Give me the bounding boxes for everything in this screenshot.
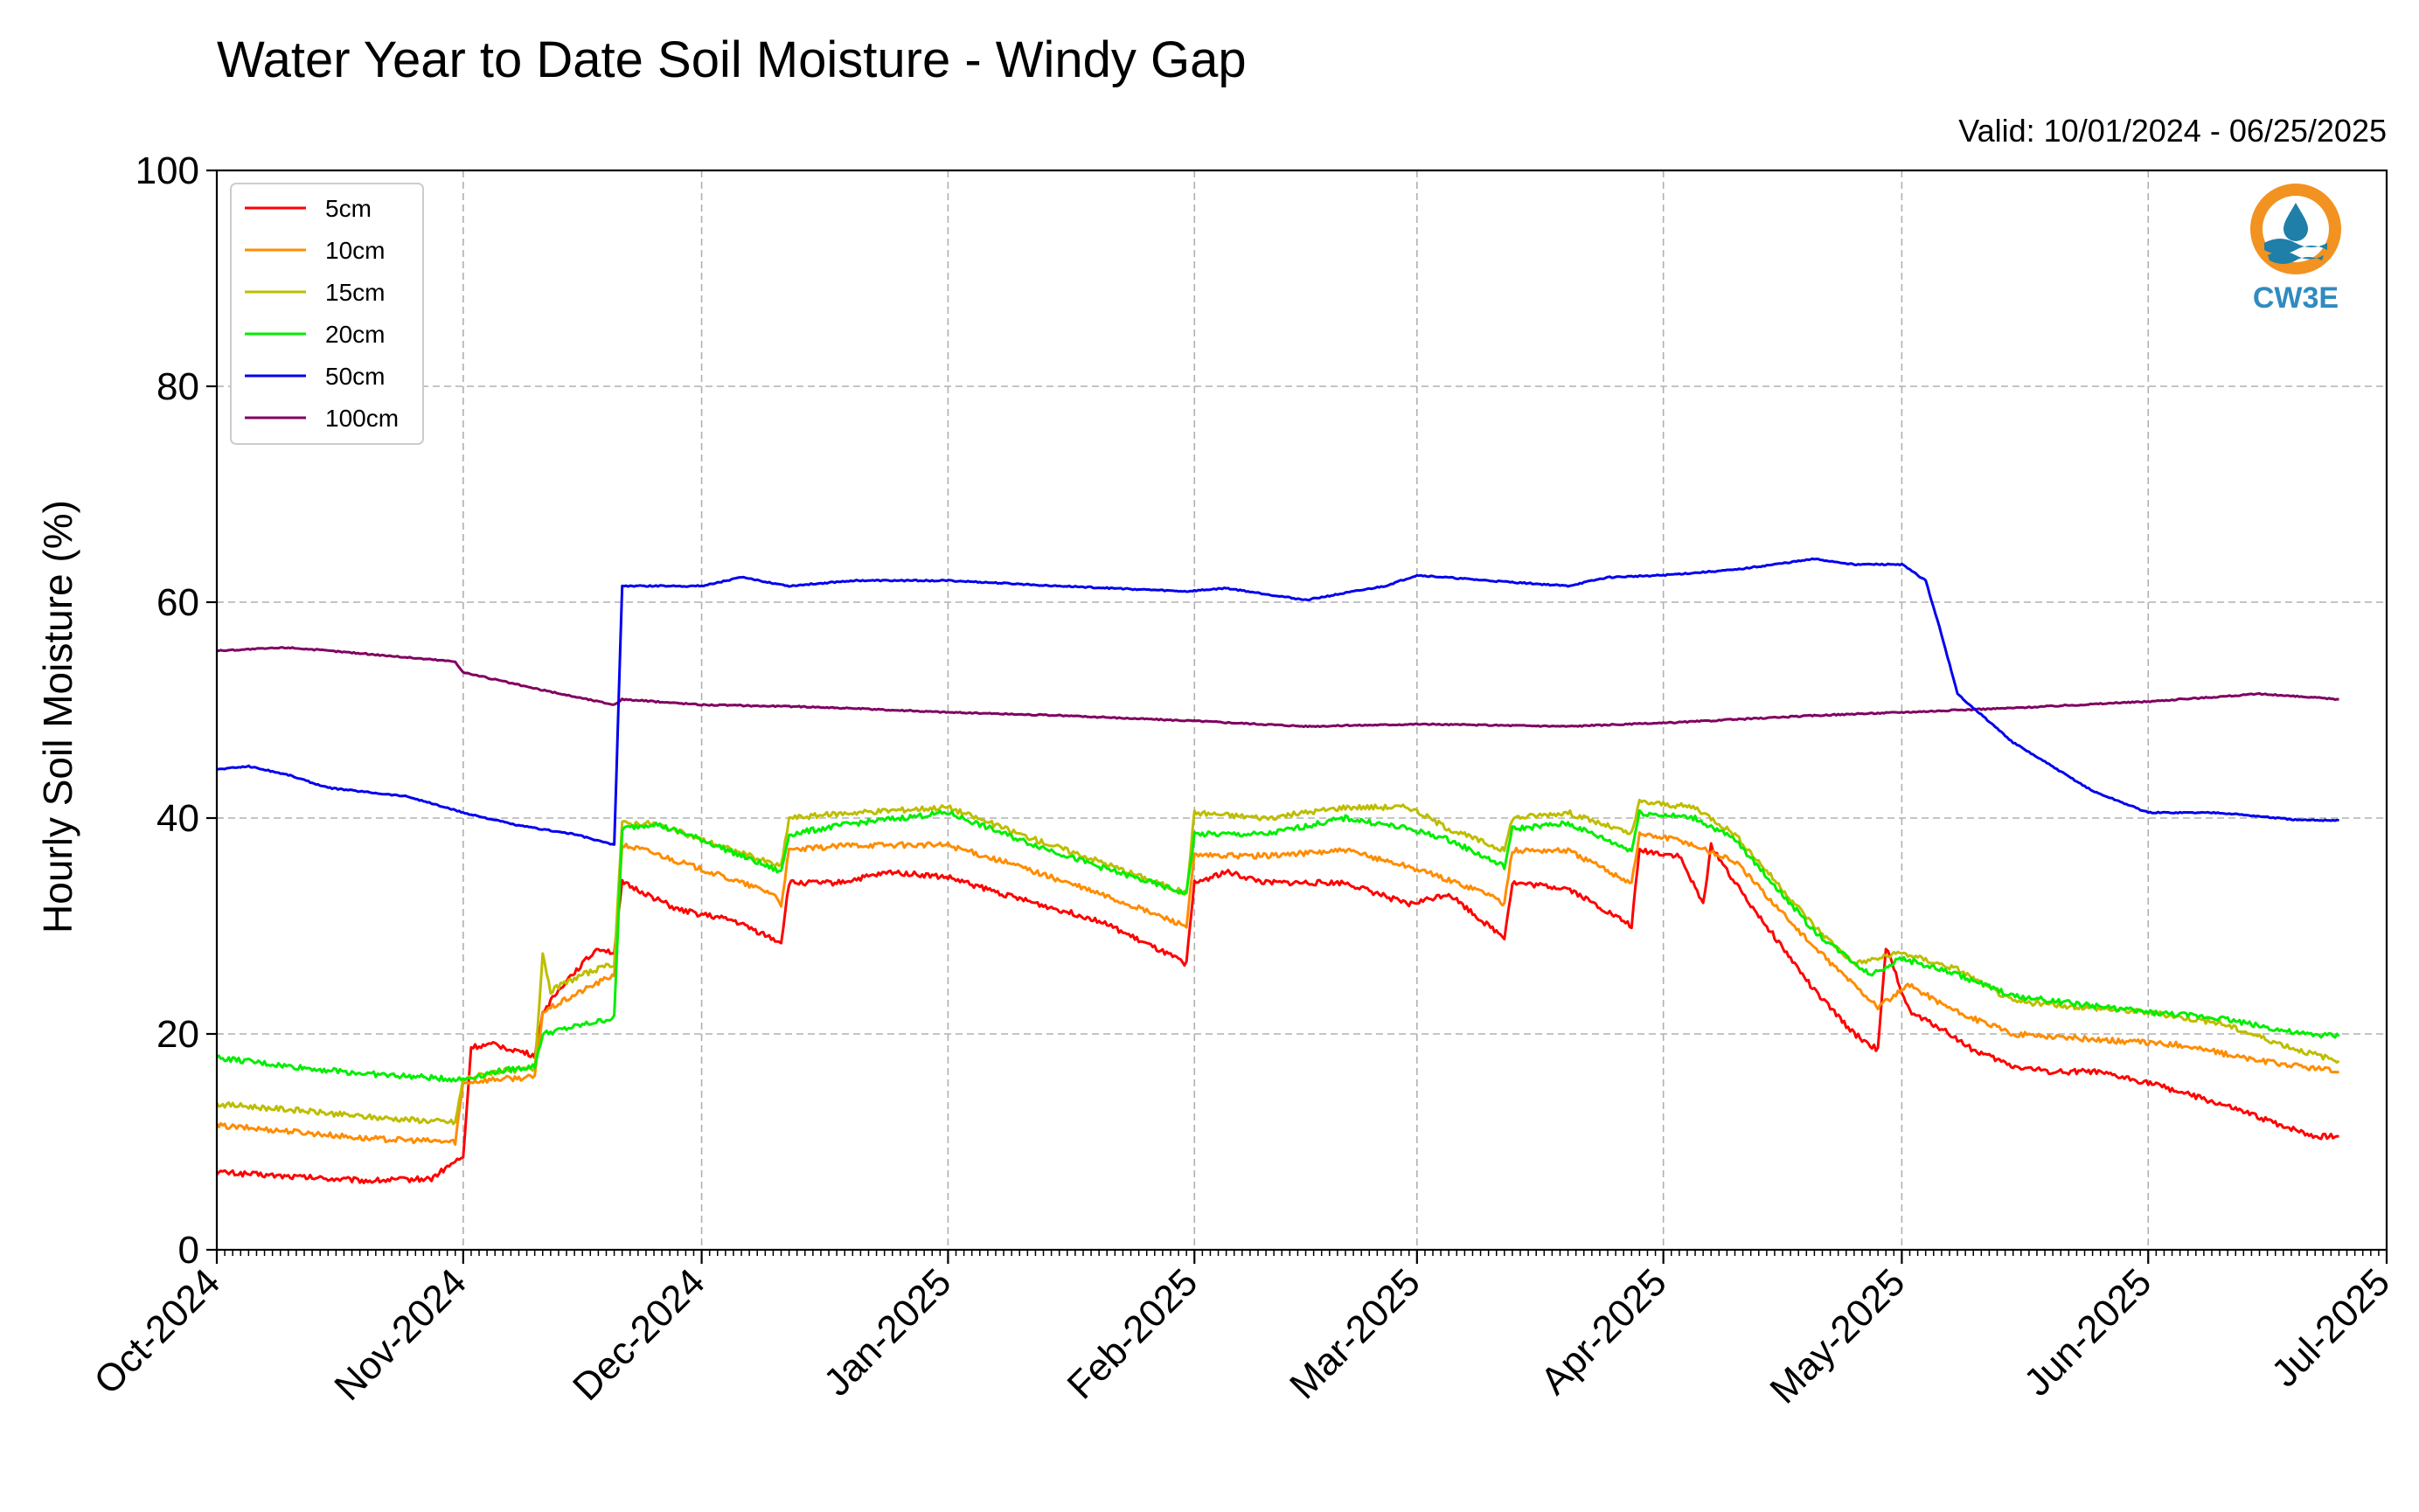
series-line-20cm [216,808,2340,1083]
series-line-10cm [215,831,2339,1147]
x-tick-label: Apr-2025 [1533,1260,1675,1403]
x-tick-label: Oct-2024 [86,1260,228,1403]
series-line-50cm [216,557,2339,846]
legend-entry-100cm: 100cm [325,405,399,432]
x-tick-label: Jun-2025 [2016,1260,2159,1404]
grid-layer [217,170,2387,1250]
x-tick-label: Feb-2025 [1059,1260,1206,1407]
x-tick-label: Jan-2025 [816,1260,959,1404]
logo-wave-2 [2268,251,2324,264]
legend-entry-5cm: 5cm [325,195,372,222]
cw3e-logo: CW3E [2250,184,2341,315]
series-layer [215,557,2340,1184]
series-line-100cm [216,646,2339,729]
y-tick-label: 80 [156,365,199,408]
legend-entry-10cm: 10cm [325,237,385,264]
y-tick-label: 40 [156,797,199,840]
legend: 5cm 10cm 15cm 20cm 50cm 100cm [230,183,424,445]
logo-text: CW3E [2253,281,2339,315]
x-tick-label: May-2025 [1762,1260,1913,1411]
chart-subtitle: Valid: 10/01/2024 - 06/25/2025 [1958,113,2387,149]
logo-wave-1 [2264,239,2327,254]
y-tick-label: 20 [156,1013,199,1056]
y-tick-label: 100 [136,149,199,192]
x-tick-label: Dec-2024 [565,1260,713,1409]
y-tick-label: 60 [156,581,199,624]
legend-entry-15cm: 15cm [325,279,385,306]
water-drop-icon [2283,203,2308,241]
legend-entry-50cm: 50cm [325,363,385,390]
x-tick-label: Mar-2025 [1282,1260,1428,1407]
y-axis-label: Hourly Soil Moisture (%) [35,500,80,933]
tick-layer: 0 20 40 60 80 100 Oct-2024 Nov-2024 Dec-2024 Jan-… [86,149,2398,1411]
legend-entry-20cm: 20cm [325,321,385,348]
x-tick-label: Jul-2025 [2263,1260,2398,1395]
chart-title: Water Year to Date Soil Moisture - Windy… [217,31,1247,88]
series-line-5cm [215,842,2339,1184]
x-tick-label: Nov-2024 [326,1260,475,1409]
y-tick-label: 0 [178,1229,199,1272]
plot-frame [215,169,2388,1252]
